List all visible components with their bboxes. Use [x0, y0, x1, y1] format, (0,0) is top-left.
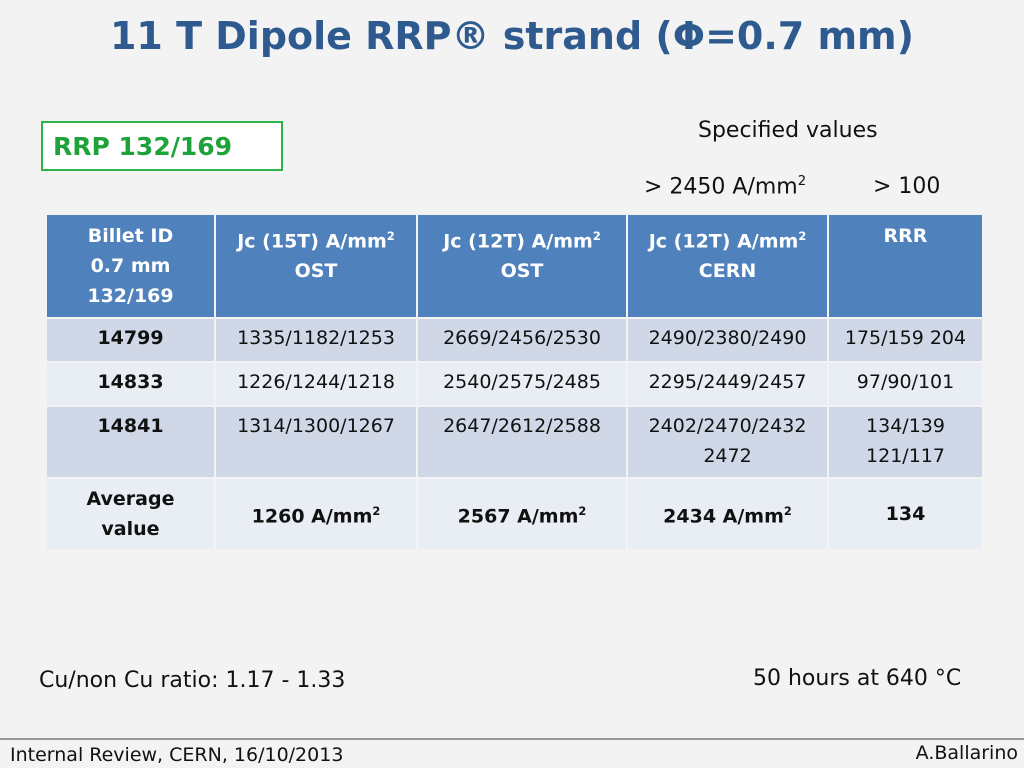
rrr-cell: 134/139 121/117 — [829, 407, 982, 477]
average-jc12-cern: 2434 A/mm — [663, 505, 784, 528]
jc15-cell: 1314/1300/1267 — [216, 407, 416, 477]
header-jc15-sup: 2 — [386, 229, 395, 243]
footer-author: A.Ballarino — [915, 742, 1018, 764]
header-jc12-ost-l2: OST — [500, 260, 544, 283]
specified-values-title: Specified values — [698, 118, 878, 143]
jc15-cell: 1226/1244/1218 — [216, 363, 416, 405]
rrr-cell: 175/159 204 — [829, 319, 982, 361]
average-label-l1: Average — [86, 488, 175, 510]
header-jc12-cern-l2: CERN — [698, 260, 757, 283]
jc12-cern-cell: 2295/2449/2457 — [628, 363, 827, 405]
header-jc12-cern: Jc (12T) A/mm2 CERN — [628, 215, 827, 317]
jc12-cern-cell: 2490/2380/2490 — [628, 319, 827, 361]
slide-title: 11 T Dipole RRP® strand (Φ=0.7 mm) — [109, 14, 915, 58]
average-jc12-ost: 2567 A/mm — [457, 505, 579, 528]
jc15-cell: 1335/1182/1253 — [216, 319, 416, 361]
strand-type-text: RRP 132/169 — [53, 131, 233, 161]
billet-id-cell: 14833 — [47, 363, 214, 405]
cu-ratio-note: Cu/non Cu ratio: 1.17 - 1.33 — [39, 668, 346, 693]
rrr-l1: 134/139 — [866, 415, 945, 437]
average-jc12-cern-sup: 2 — [783, 504, 792, 519]
table-header-row: Billet ID 0.7 mm 132/169 Jc (15T) A/mm2 … — [47, 215, 982, 317]
jc12-cern-l2: 2472 — [703, 445, 752, 467]
average-row: Average value 1260 A/mm2 2567 A/mm2 2434… — [47, 479, 982, 549]
average-jc12-cern-cell: 2434 A/mm2 — [628, 479, 827, 549]
billet-id-cell: 14841 — [47, 407, 214, 477]
header-jc12-ost-l1: Jc (12T) A/mm — [443, 230, 593, 253]
jc12-cern-l1: 2402/2470/2432 — [648, 415, 807, 437]
header-jc15: Jc (15T) A/mm2 OST — [216, 215, 416, 317]
header-rrr: RRR — [829, 215, 982, 317]
average-jc12-ost-sup: 2 — [578, 504, 587, 519]
header-billet-l1: Billet ID — [87, 225, 174, 247]
header-jc15-l1: Jc (15T) A/mm — [237, 230, 387, 253]
average-jc15-sup: 2 — [372, 504, 381, 519]
header-jc12-ost-sup: 2 — [592, 229, 601, 243]
specified-jc-text: > 2450 A/mm — [644, 174, 798, 200]
header-rrr-l1: RRR — [883, 225, 928, 247]
billet-id-cell: 14799 — [47, 319, 214, 361]
average-label-l2: value — [101, 518, 160, 540]
header-jc12-cern-sup: 2 — [798, 229, 807, 243]
strand-type-label: RRP 132/169 — [41, 121, 283, 171]
jc12-ost-cell: 2540/2575/2485 — [418, 363, 626, 405]
header-jc15-l2: OST — [294, 260, 338, 283]
rrr-l2: 121/117 — [866, 445, 945, 467]
table-row: 14841 1314/1300/1267 2647/2612/2588 2402… — [47, 407, 982, 477]
jc12-ost-cell: 2669/2456/2530 — [418, 319, 626, 361]
header-jc12-ost: Jc (12T) A/mm2 OST — [418, 215, 626, 317]
footer-divider — [0, 738, 1024, 740]
header-billet-l2: 0.7 mm — [90, 255, 171, 277]
table-row: 14833 1226/1244/1218 2540/2575/2485 2295… — [47, 363, 982, 405]
average-jc15-cell: 1260 A/mm2 — [216, 479, 416, 549]
average-jc15: 1260 A/mm — [251, 505, 373, 528]
average-jc12-ost-cell: 2567 A/mm2 — [418, 479, 626, 549]
jc12-ost-cell: 2647/2612/2588 — [418, 407, 626, 477]
header-billet-l3: 132/169 — [87, 285, 174, 307]
strand-data-table: Billet ID 0.7 mm 132/169 Jc (15T) A/mm2 … — [45, 213, 984, 551]
average-label-cell: Average value — [47, 479, 214, 549]
header-billet-id: Billet ID 0.7 mm 132/169 — [47, 215, 214, 317]
heat-treatment-note: 50 hours at 640 °C — [753, 666, 962, 691]
specified-rrr: > 100 — [873, 174, 941, 199]
footer-event: Internal Review, CERN, 16/10/2013 — [10, 744, 344, 766]
jc12-cern-cell: 2402/2470/2432 2472 — [628, 407, 827, 477]
average-rrr-cell: 134 — [829, 479, 982, 549]
table-row: 14799 1335/1182/1253 2669/2456/2530 2490… — [47, 319, 982, 361]
specified-jc: > 2450 A/mm2 — [644, 174, 806, 199]
rrr-cell: 97/90/101 — [829, 363, 982, 405]
specified-jc-sup: 2 — [797, 174, 807, 189]
header-jc12-cern-l1: Jc (12T) A/mm — [648, 230, 799, 253]
